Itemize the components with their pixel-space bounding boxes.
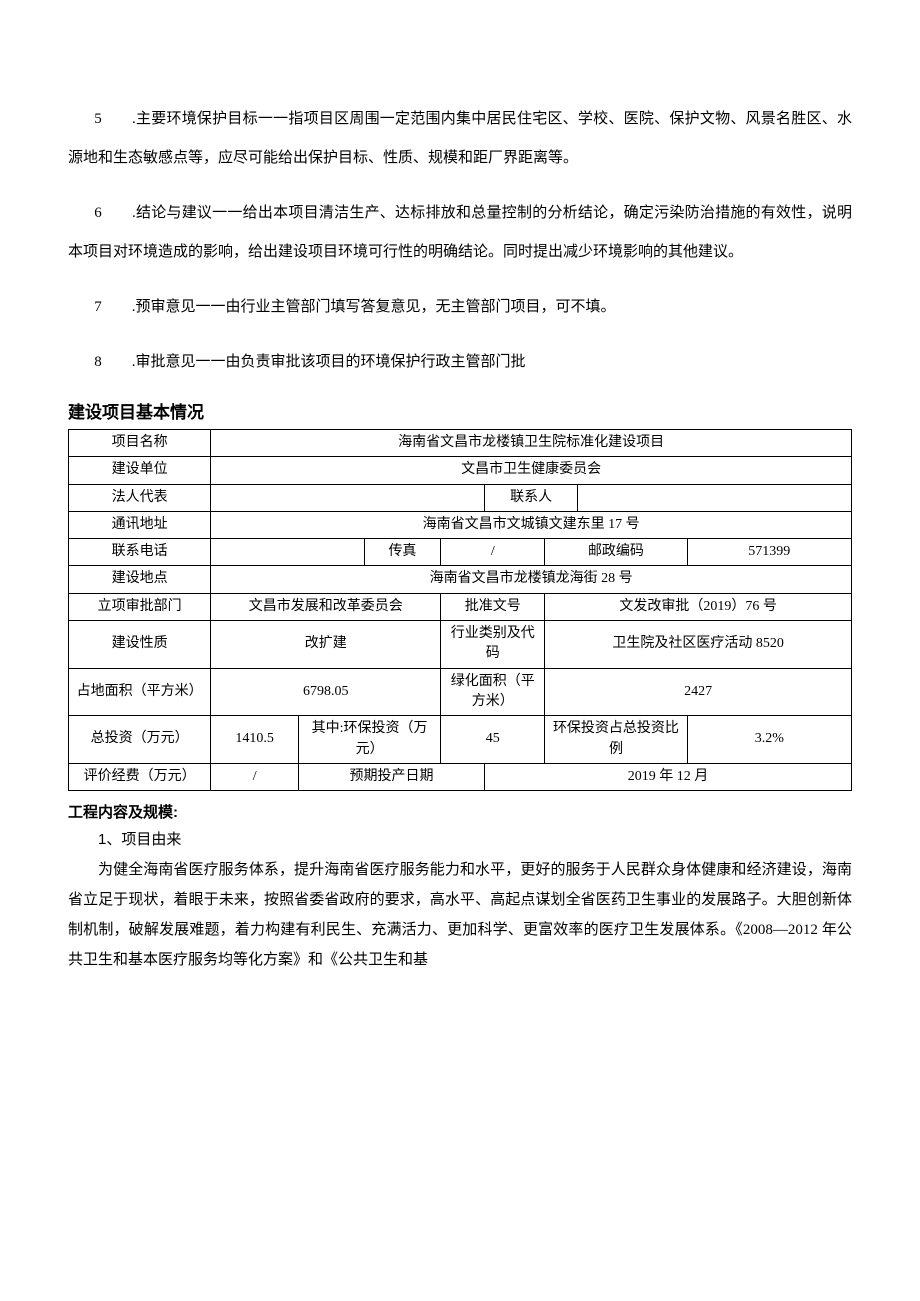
- project-info-table: 项目名称 海南省文昌市龙楼镇卫生院标准化建设项目 建设单位 文昌市卫生健康委员会…: [68, 429, 852, 791]
- eval-fee-value: /: [211, 763, 299, 790]
- fax-value: /: [441, 539, 545, 566]
- build-nature-value: 改扩建: [211, 621, 441, 669]
- green-area-value: 2427: [545, 668, 852, 716]
- para-5-number: 5: [68, 100, 128, 139]
- approval-no-label: 批准文号: [441, 593, 545, 620]
- prod-date-value: 2019 年 12 月: [485, 763, 852, 790]
- postcode-value: 571399: [687, 539, 851, 566]
- approval-dept-label: 立项审批部门: [69, 593, 211, 620]
- address-value: 海南省文昌市文城镇文建东里 17 号: [211, 511, 852, 538]
- env-invest-value: 45: [441, 716, 545, 764]
- paragraph-6: 6 .结论与建议一一给出本项目清洁生产、达标排放和总量控制的分析结论，确定污染防…: [68, 194, 852, 272]
- industry-label: 行业类别及代码: [441, 621, 545, 669]
- build-loc-value: 海南省文昌市龙楼镇龙海街 28 号: [211, 566, 852, 593]
- prod-date-label: 预期投产日期: [298, 763, 484, 790]
- table-row: 建设单位 文昌市卫生健康委员会: [69, 457, 852, 484]
- build-nature-label: 建设性质: [69, 621, 211, 669]
- legal-rep-value: [211, 484, 485, 511]
- content-heading-1: 1、项目由来: [68, 828, 852, 849]
- eval-fee-label: 评价经费（万元）: [69, 763, 211, 790]
- table-row: 通讯地址 海南省文昌市文城镇文建东里 17 号: [69, 511, 852, 538]
- fax-label: 传真: [364, 539, 441, 566]
- env-invest-label: 其中:环保投资（万元）: [298, 716, 440, 764]
- phone-value: [211, 539, 364, 566]
- para-8-number: 8: [68, 343, 128, 382]
- table-row: 建设性质 改扩建 行业类别及代码 卫生院及社区医疗活动 8520: [69, 621, 852, 669]
- build-unit-value: 文昌市卫生健康委员会: [211, 457, 852, 484]
- table-row: 项目名称 海南省文昌市龙楼镇卫生院标准化建设项目: [69, 430, 852, 457]
- para-8-text: .审批意见一一由负责审批该项目的环境保护行政主管部门批: [128, 354, 526, 370]
- land-area-label: 占地面积（平方米）: [69, 668, 211, 716]
- table-row: 总投资（万元） 1410.5 其中:环保投资（万元） 45 环保投资占总投资比例…: [69, 716, 852, 764]
- green-area-label: 绿化面积（平方米）: [441, 668, 545, 716]
- section-title-basic-info: 建设项目基本情况: [68, 398, 852, 423]
- project-name-label: 项目名称: [69, 430, 211, 457]
- build-loc-label: 建设地点: [69, 566, 211, 593]
- address-label: 通讯地址: [69, 511, 211, 538]
- table-row: 评价经费（万元） / 预期投产日期 2019 年 12 月: [69, 763, 852, 790]
- paragraph-5: 5 .主要环境保护目标一一指项目区周围一定范围内集中居民住宅区、学校、医院、保护…: [68, 100, 852, 178]
- table-row: 占地面积（平方米） 6798.05 绿化面积（平方米） 2427: [69, 668, 852, 716]
- land-area-value: 6798.05: [211, 668, 441, 716]
- contact-label: 联系人: [485, 484, 578, 511]
- total-invest-label: 总投资（万元）: [69, 716, 211, 764]
- env-ratio-label: 环保投资占总投资比例: [545, 716, 687, 764]
- para-7-number: 7: [68, 288, 128, 327]
- postcode-label: 邮政编码: [545, 539, 687, 566]
- content-title: 工程内容及规模:: [68, 801, 852, 822]
- table-row: 立项审批部门 文昌市发展和改革委员会 批准文号 文发改审批（2019）76 号: [69, 593, 852, 620]
- content-body-1: 为健全海南省医疗服务体系，提升海南省医疗服务能力和水平，更好的服务于人民群众身体…: [68, 855, 852, 975]
- industry-value: 卫生院及社区医疗活动 8520: [545, 621, 852, 669]
- approval-no-value: 文发改审批（2019）76 号: [545, 593, 852, 620]
- project-name-value: 海南省文昌市龙楼镇卫生院标准化建设项目: [211, 430, 852, 457]
- paragraph-7: 7 .预审意见一一由行业主管部门填写答复意见，无主管部门项目，可不填。: [68, 288, 852, 327]
- total-invest-value: 1410.5: [211, 716, 299, 764]
- para-6-text: .结论与建议一一给出本项目清洁生产、达标排放和总量控制的分析结论，确定污染防治措…: [68, 205, 852, 260]
- approval-dept-value: 文昌市发展和改革委员会: [211, 593, 441, 620]
- paragraph-8: 8 .审批意见一一由负责审批该项目的环境保护行政主管部门批: [68, 343, 852, 382]
- contact-value: [578, 484, 852, 511]
- env-ratio-value: 3.2%: [687, 716, 851, 764]
- para-6-number: 6: [68, 194, 128, 233]
- table-row: 联系电话 传真 / 邮政编码 571399: [69, 539, 852, 566]
- legal-rep-label: 法人代表: [69, 484, 211, 511]
- phone-label: 联系电话: [69, 539, 211, 566]
- table-row: 法人代表 联系人: [69, 484, 852, 511]
- build-unit-label: 建设单位: [69, 457, 211, 484]
- table-row: 建设地点 海南省文昌市龙楼镇龙海街 28 号: [69, 566, 852, 593]
- para-5-text: .主要环境保护目标一一指项目区周围一定范围内集中居民住宅区、学校、医院、保护文物…: [68, 111, 852, 166]
- para-7-text: .预审意见一一由行业主管部门填写答复意见，无主管部门项目，可不填。: [128, 299, 616, 315]
